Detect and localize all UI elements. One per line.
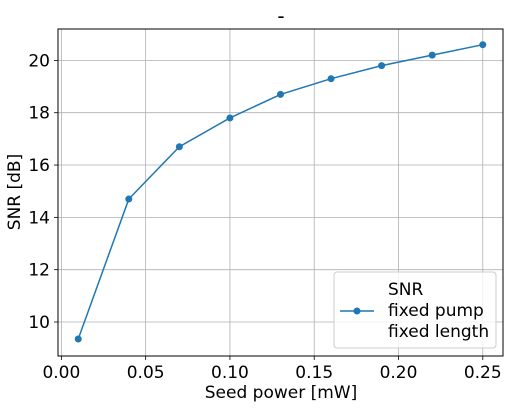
y-tick-label: 18 bbox=[28, 104, 50, 124]
grid-lines bbox=[58, 29, 503, 356]
data-point bbox=[226, 114, 234, 122]
axis-ticks: 0.00 0.05 0.10 0.15 0.20 0.25 10 12 14 16 18 20 bbox=[28, 51, 501, 383]
legend-label-line-1: SNR bbox=[388, 280, 424, 300]
data-series bbox=[74, 41, 487, 343]
x-tick-label: 0.15 bbox=[295, 363, 333, 383]
legend-box bbox=[333, 271, 497, 349]
x-tick-label: 0.00 bbox=[42, 363, 80, 383]
y-tick-label: 20 bbox=[28, 51, 50, 71]
y-tick-label: 14 bbox=[28, 208, 50, 228]
data-point bbox=[125, 195, 133, 203]
legend-marker-sample bbox=[353, 307, 361, 315]
y-axis-title: SNR [dB] bbox=[5, 154, 25, 230]
chart-title: - bbox=[277, 4, 284, 28]
data-point bbox=[175, 143, 183, 151]
legend-label-line-2: fixed pump bbox=[388, 301, 484, 321]
x-tick-label: 0.25 bbox=[464, 363, 502, 383]
x-axis-title: Seed power [mW] bbox=[205, 383, 358, 403]
y-tick-label: 12 bbox=[28, 261, 50, 281]
plot-frame bbox=[57, 28, 504, 357]
data-point bbox=[479, 41, 487, 49]
legend: SNR fixed pump fixed length bbox=[333, 271, 497, 349]
y-tick-label: 16 bbox=[28, 156, 50, 176]
legend-label-line-3: fixed length bbox=[388, 322, 489, 342]
x-tick-label: 0.10 bbox=[211, 363, 249, 383]
data-point bbox=[327, 75, 335, 83]
data-point bbox=[74, 335, 82, 343]
data-point bbox=[378, 62, 386, 70]
data-point bbox=[428, 51, 436, 59]
data-point bbox=[277, 90, 284, 98]
x-tick-label: 0.05 bbox=[127, 363, 165, 383]
x-tick-label: 0.20 bbox=[380, 363, 418, 383]
y-tick-label: 10 bbox=[28, 313, 50, 333]
